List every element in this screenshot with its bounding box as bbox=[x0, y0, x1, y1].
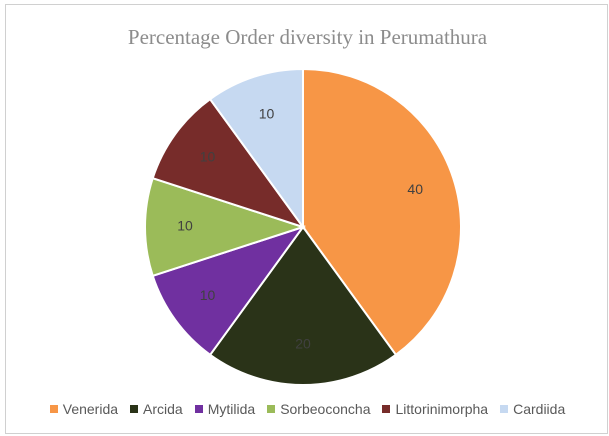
legend-item-sorbeoconcha: Sorbeoconcha bbox=[267, 401, 370, 417]
pie-slice-cardiida bbox=[208, 67, 304, 231]
legend-label: Cardiida bbox=[513, 401, 566, 417]
legend-item-venerida: Venerida bbox=[49, 401, 119, 417]
data-label-venerida: 40 bbox=[407, 181, 423, 197]
chart-title: Percentage Order diversity in Perumathur… bbox=[127, 25, 488, 49]
pie-slice-venerida bbox=[302, 67, 462, 357]
legend-swatch bbox=[130, 405, 139, 413]
legend-label: Arcida bbox=[143, 401, 183, 417]
data-label-mytilida: 10 bbox=[200, 287, 216, 303]
data-label-sorbeoconcha: 10 bbox=[177, 218, 193, 234]
legend-label: Mytilida bbox=[207, 401, 256, 417]
legend-label: Venerida bbox=[62, 401, 119, 417]
pie-slice-arcida bbox=[208, 225, 398, 386]
legend-label: Littorinimorpha bbox=[395, 401, 489, 417]
legend: Venerida Arcida Mytilida Sorbeoconcha Littor… bbox=[6, 401, 609, 417]
chart-area: Percentage Order diversity in Perumathur… bbox=[5, 4, 608, 434]
legend-label: Sorbeoconcha bbox=[280, 401, 371, 417]
pie-slice-mytilida bbox=[151, 225, 306, 357]
data-label-littorinimorpha: 10 bbox=[200, 148, 216, 164]
data-label-arcida: 20 bbox=[295, 336, 311, 352]
legend-swatch bbox=[500, 405, 509, 413]
legend-item-mytilida: Mytilida bbox=[194, 401, 256, 417]
legend-item-cardiida: Cardiida bbox=[500, 401, 565, 417]
legend-swatch bbox=[382, 405, 391, 413]
pie-slice-sorbeoconcha bbox=[144, 176, 307, 278]
legend-item-arcida: Arcida bbox=[130, 401, 183, 417]
pie-slice-littorinimorpha bbox=[151, 97, 306, 229]
data-label-cardiida: 10 bbox=[259, 105, 275, 121]
legend-swatch bbox=[49, 405, 58, 413]
pie-chart: 40 20 10 10 10 10 bbox=[144, 67, 462, 386]
legend-swatch bbox=[194, 405, 203, 413]
legend-item-littorinimorpha: Littorinimorpha bbox=[382, 401, 488, 417]
legend-swatch bbox=[267, 405, 276, 413]
